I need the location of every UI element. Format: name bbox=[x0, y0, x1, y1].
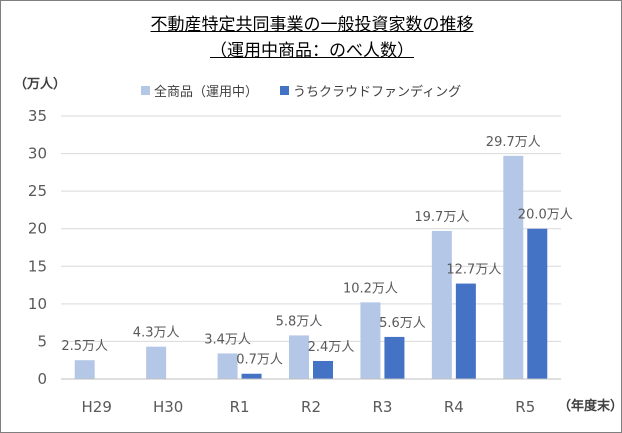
y-tick-label: 25 bbox=[28, 182, 47, 200]
bar-crowdfunding bbox=[384, 336, 405, 379]
y-tick-label: 30 bbox=[28, 145, 47, 163]
data-label-all-products: 4.3万人 bbox=[133, 326, 180, 341]
legend-swatch-crowdfunding bbox=[280, 86, 290, 95]
data-label-all-products: 19.7万人 bbox=[414, 210, 469, 225]
x-tick-label: H30 bbox=[153, 398, 183, 416]
legend-label-crowdfunding: うちクラウドファンディング bbox=[293, 85, 462, 100]
bar-crowdfunding bbox=[241, 373, 262, 379]
x-tick-label: R3 bbox=[372, 398, 392, 416]
x-tick-label: H29 bbox=[82, 398, 112, 416]
x-tick-label: R5 bbox=[515, 398, 535, 416]
data-label-crowdfunding: 2.4万人 bbox=[308, 340, 355, 355]
x-tick-label: R1 bbox=[230, 398, 250, 416]
bar-all-products bbox=[146, 346, 167, 379]
bar-crowdfunding bbox=[527, 228, 548, 379]
chart-title: 不動産特定共同事業の一般投資家数の推移 bbox=[150, 15, 474, 35]
y-tick-label: 20 bbox=[28, 220, 47, 238]
bar-crowdfunding bbox=[313, 360, 333, 379]
legend-swatch-all bbox=[141, 86, 150, 95]
x-axis-unit: （年度末） bbox=[558, 399, 622, 414]
legend-item-crowdfunding: うちクラウドファンディング bbox=[280, 81, 461, 100]
data-label-crowdfunding: 5.6万人 bbox=[379, 316, 426, 331]
legend-label-all: 全商品（運用中） bbox=[154, 85, 259, 100]
bar-all-products bbox=[431, 230, 452, 379]
data-label-all-products: 10.2万人 bbox=[343, 281, 398, 296]
y-tick-label: 5 bbox=[37, 332, 47, 350]
x-tick-label: R2 bbox=[301, 398, 321, 416]
y-tick-label: 0 bbox=[37, 370, 47, 388]
x-tick-label: R4 bbox=[444, 398, 464, 416]
data-label-crowdfunding: 12.7万人 bbox=[446, 263, 501, 278]
data-label-crowdfunding: 0.7万人 bbox=[236, 353, 283, 368]
data-label-all-products: 5.8万人 bbox=[276, 314, 323, 329]
legend: 全商品（運用中） うちクラウドファンディング bbox=[141, 81, 483, 100]
bar-all-products bbox=[289, 335, 309, 379]
legend-item-all: 全商品（運用中） bbox=[141, 81, 258, 100]
y-tick-label: 15 bbox=[28, 257, 47, 275]
bar-all-products bbox=[360, 302, 381, 379]
y-axis-unit: （万人） bbox=[14, 77, 67, 92]
bar-crowdfunding bbox=[455, 283, 476, 379]
chart-subtitle: （運用中商品：のべ人数） bbox=[210, 41, 414, 61]
bar-all-products bbox=[503, 155, 524, 379]
y-tick-label: 35 bbox=[28, 107, 47, 125]
data-label-all-products: 3.4万人 bbox=[204, 332, 251, 347]
data-label-crowdfunding: 20.0万人 bbox=[518, 208, 573, 223]
bar-all-products bbox=[217, 353, 238, 379]
bar-all-products bbox=[74, 360, 95, 379]
data-label-all-products: 29.7万人 bbox=[486, 135, 541, 150]
data-label-all-products: 2.5万人 bbox=[61, 339, 108, 354]
y-tick-label: 10 bbox=[28, 295, 47, 313]
